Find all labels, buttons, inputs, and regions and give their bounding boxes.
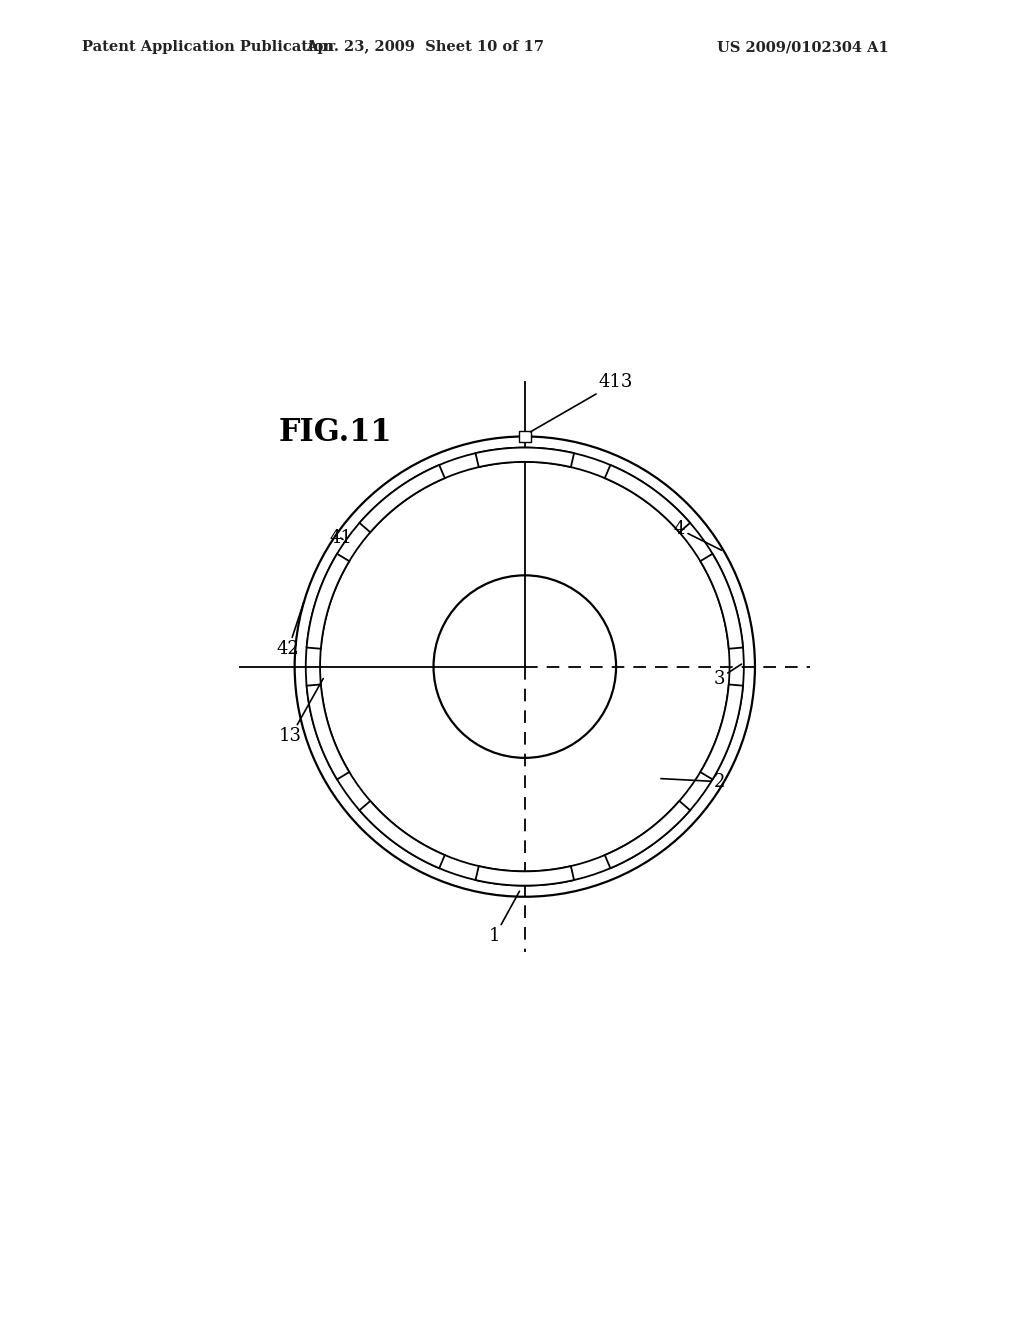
Text: 413: 413 xyxy=(530,374,633,432)
Text: Apr. 23, 2009  Sheet 10 of 17: Apr. 23, 2009 Sheet 10 of 17 xyxy=(306,41,544,54)
Polygon shape xyxy=(306,685,349,779)
Text: 42: 42 xyxy=(276,602,304,659)
Text: FIG.11: FIG.11 xyxy=(279,417,392,449)
Text: 41: 41 xyxy=(330,529,352,546)
Polygon shape xyxy=(359,465,444,532)
Polygon shape xyxy=(306,554,349,648)
Polygon shape xyxy=(475,866,574,886)
Text: 4: 4 xyxy=(674,520,722,550)
Polygon shape xyxy=(700,685,743,779)
Polygon shape xyxy=(605,801,690,869)
Text: Patent Application Publication: Patent Application Publication xyxy=(82,41,334,54)
Text: 13: 13 xyxy=(280,678,324,746)
Text: US 2009/0102304 A1: US 2009/0102304 A1 xyxy=(717,41,889,54)
Text: 1: 1 xyxy=(488,891,519,945)
Polygon shape xyxy=(475,447,574,467)
Polygon shape xyxy=(359,801,444,869)
Text: 2: 2 xyxy=(660,772,725,791)
Polygon shape xyxy=(605,465,690,532)
Bar xyxy=(519,432,530,442)
Polygon shape xyxy=(700,554,743,648)
Text: 3: 3 xyxy=(714,664,741,688)
